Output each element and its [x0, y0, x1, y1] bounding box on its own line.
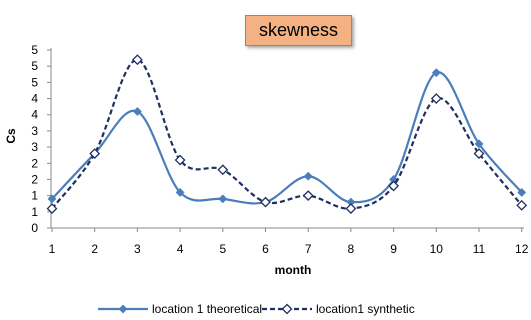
y-tick-label: 2 [31, 172, 38, 186]
series-layer [48, 55, 527, 213]
x-tick-label: 2 [91, 242, 98, 256]
y-ticks: 0 1 1 2 2 3 3 4 4 5 5 5 [31, 43, 51, 235]
legend-label: location 1 theoretical [152, 302, 262, 316]
data-point [305, 173, 312, 180]
y-tick-label: 1 [31, 189, 38, 203]
y-tick-label: 2 [31, 156, 38, 170]
series-line [52, 72, 522, 203]
y-tick-label: 3 [31, 140, 38, 154]
legend-marker [283, 305, 292, 314]
data-point [346, 204, 355, 213]
data-point [304, 191, 313, 200]
x-tick-label: 8 [348, 242, 355, 256]
legend-label: location1 synthetic [316, 302, 415, 316]
y-axis-title: Cs [4, 128, 18, 144]
data-point [218, 165, 227, 174]
x-tick-label: 9 [390, 242, 397, 256]
x-tick-label: 5 [219, 242, 226, 256]
series-1 [49, 69, 526, 205]
y-tick-label: 5 [31, 59, 38, 73]
y-tick-label: 4 [31, 108, 38, 122]
y-tick-label: 5 [31, 75, 38, 89]
data-point [219, 195, 226, 202]
x-tick-label: 4 [177, 242, 184, 256]
x-ticks: 1 2 3 4 5 6 7 8 9 10 11 12 [49, 228, 529, 256]
legend-marker [120, 306, 127, 313]
x-tick-label: 3 [134, 242, 141, 256]
x-axis-title: month [275, 263, 312, 277]
y-tick-label: 1 [31, 205, 38, 219]
y-tick-label: 3 [31, 124, 38, 138]
x-tick-label: 1 [49, 242, 56, 256]
y-tick-label: 0 [31, 221, 38, 235]
x-tick-label: 11 [473, 242, 486, 256]
data-point [261, 198, 270, 207]
y-tick-label: 4 [31, 92, 38, 106]
y-tick-label: 5 [31, 43, 38, 57]
legend: location 1 theoretical location1 syntheti… [98, 302, 415, 316]
x-tick-label: 6 [262, 242, 269, 256]
x-tick-label: 10 [430, 242, 444, 256]
series-2 [48, 55, 527, 213]
data-point [133, 55, 142, 64]
x-tick-label: 7 [305, 242, 312, 256]
x-tick-label: 12 [515, 242, 529, 256]
axes [51, 48, 524, 228]
data-point [517, 201, 526, 210]
